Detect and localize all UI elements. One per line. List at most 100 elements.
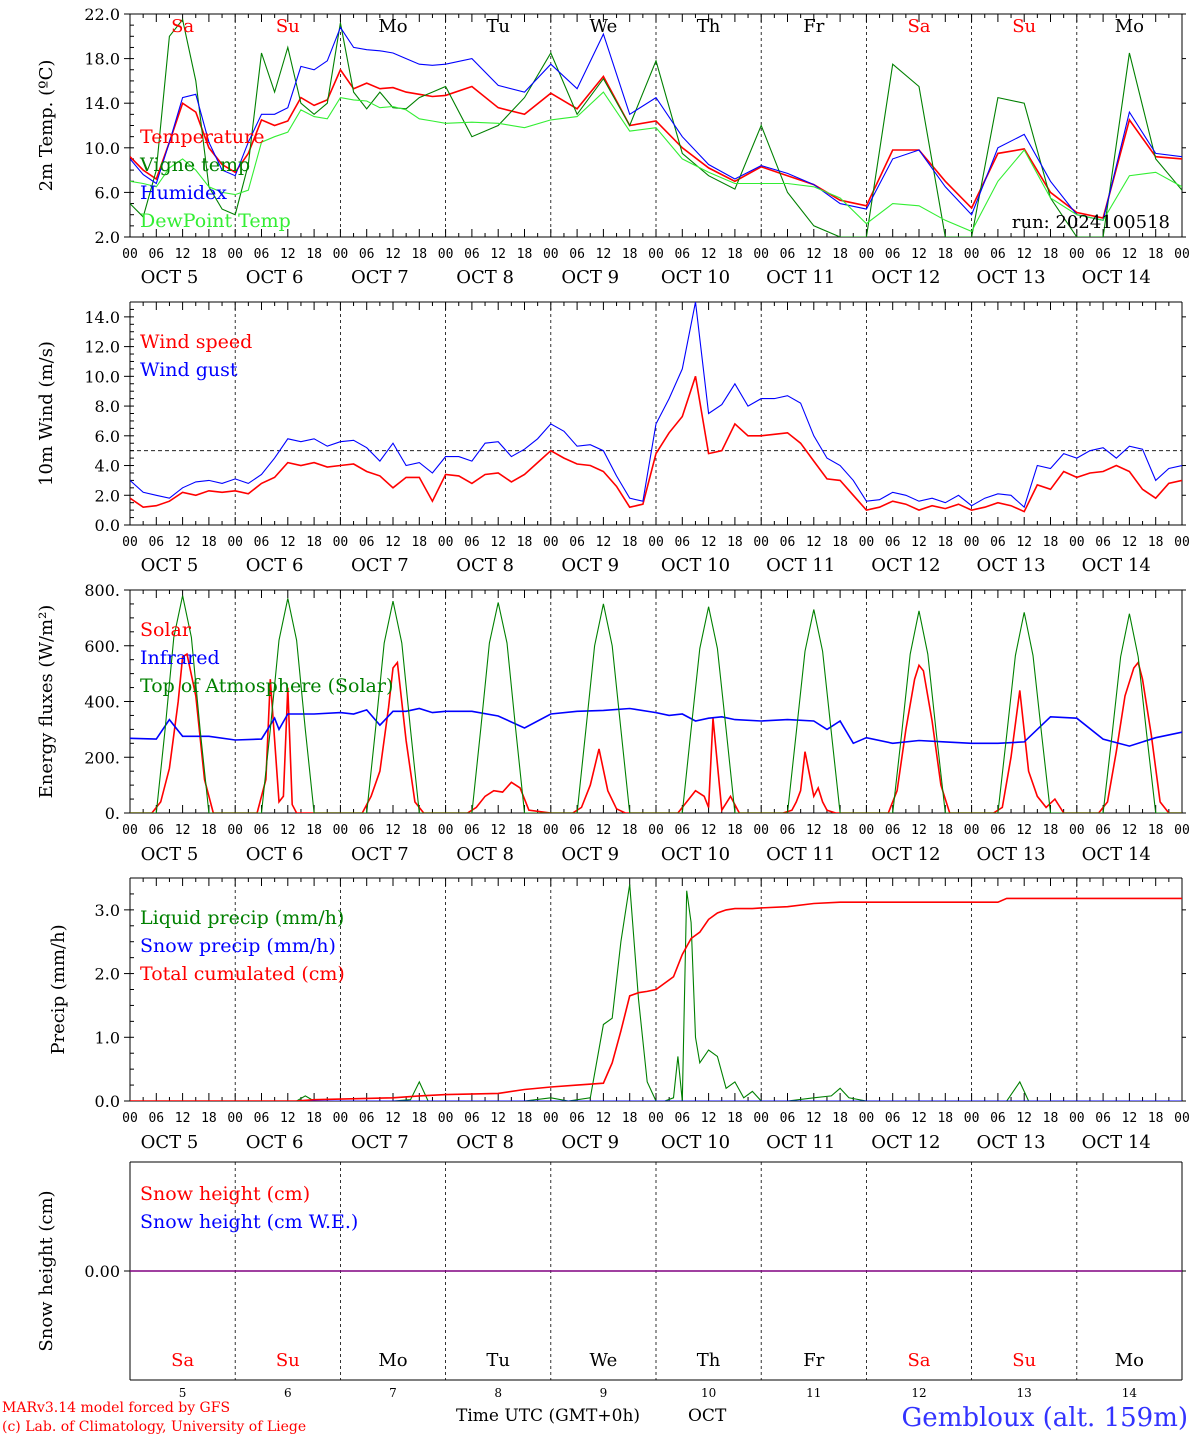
- y-tick-label: 2.0: [95, 228, 120, 247]
- date-label: OCT 7: [351, 844, 409, 865]
- x-tick-label: 12: [490, 535, 506, 550]
- weekday-label: Tu: [486, 1350, 510, 1371]
- x-tick-label: 18: [306, 823, 322, 838]
- x-tick-label: 00: [543, 535, 559, 550]
- x-tick-label: 12: [596, 823, 612, 838]
- date-label: OCT 13: [976, 267, 1045, 288]
- x-tick-label: 12: [596, 1111, 612, 1126]
- x-tick-label: 12: [385, 1111, 401, 1126]
- x-tick-label: 18: [727, 1111, 743, 1126]
- x-tick-label: 06: [254, 247, 270, 262]
- x-tick-label: 18: [1043, 535, 1059, 550]
- y-axis-title: 10m Wind (m/s): [36, 341, 57, 486]
- weekday-label: Fr: [803, 1350, 824, 1371]
- date-label: OCT 6: [246, 1132, 304, 1153]
- date-label: OCT 7: [351, 1132, 409, 1153]
- legend-entry: Infrared: [140, 647, 220, 669]
- x-tick-label: 06: [254, 535, 270, 550]
- legend-entry: Wind gust: [140, 359, 238, 381]
- series-line-4: [130, 91, 1182, 233]
- x-tick-label: 06: [254, 823, 270, 838]
- y-tick-label: 14.0: [84, 94, 120, 113]
- day-number-label: 11: [806, 1386, 821, 1400]
- x-tick-label: 18: [1043, 1111, 1059, 1126]
- weekday-label: Su: [1012, 16, 1036, 37]
- y-tick-label: 200.: [84, 748, 120, 767]
- y-tick-label: 22.0: [84, 5, 120, 24]
- date-label: OCT 13: [976, 555, 1045, 576]
- x-tick-label: 06: [569, 1111, 585, 1126]
- weekday-label: Fr: [803, 16, 824, 37]
- date-label: OCT 5: [141, 1132, 199, 1153]
- panel-4: [124, 877, 1186, 1102]
- y-tick-label: 10.0: [84, 139, 120, 158]
- x-tick-label: 12: [280, 247, 296, 262]
- x-tick-label: 06: [674, 247, 690, 262]
- credit-line-1: MARv3.14 model forced by GFS: [2, 1400, 231, 1416]
- x-tick-label: 12: [701, 247, 717, 262]
- x-tick-label: 18: [622, 247, 638, 262]
- y-tick-label: 14.0: [84, 308, 120, 327]
- x-tick-label: 00: [122, 823, 138, 838]
- day-number-label: 8: [494, 1386, 502, 1400]
- x-tick-label: 18: [411, 823, 427, 838]
- y-tick-label: 600.: [84, 637, 120, 656]
- x-tick-label: 18: [727, 535, 743, 550]
- x-tick-label: 18: [622, 1111, 638, 1126]
- x-tick-label: 12: [911, 535, 927, 550]
- x-tick-label: 18: [1148, 823, 1164, 838]
- y-tick-label: 6.0: [95, 427, 120, 446]
- x-tick-label: 06: [674, 1111, 690, 1126]
- x-tick-label: 00: [122, 1111, 138, 1126]
- legend-entry: Solar: [140, 619, 192, 641]
- x-tick-label: 18: [517, 1111, 533, 1126]
- weekday-label: We: [590, 1350, 618, 1371]
- day-number-label: 14: [1122, 1386, 1138, 1400]
- x-tick-label: 18: [727, 247, 743, 262]
- legend-entry: Snow precip (mm/h): [140, 935, 336, 957]
- x-tick-label: 00: [753, 1111, 769, 1126]
- x-tick-label: 00: [648, 535, 664, 550]
- x-tick-label: 06: [148, 247, 164, 262]
- legend-entry: Humidex: [140, 182, 227, 204]
- series-line-3: [130, 595, 1182, 813]
- x-tick-label: 18: [1148, 1111, 1164, 1126]
- y-axis-title: 2m Temp. (ºC): [36, 60, 57, 192]
- weekday-label: Su: [1012, 1350, 1036, 1371]
- x-tick-label: 06: [780, 823, 796, 838]
- x-tick-label: 00: [438, 535, 454, 550]
- y-tick-label: 12.0: [84, 338, 120, 357]
- weekday-label: Sa: [171, 16, 194, 37]
- x-tick-label: 12: [175, 247, 191, 262]
- x-tick-label: 18: [411, 1111, 427, 1126]
- legend-entry: Liquid precip (mm/h): [140, 907, 344, 929]
- date-label: OCT 14: [1082, 267, 1151, 288]
- x-tick-label: 18: [937, 535, 953, 550]
- x-tick-label: 00: [227, 823, 243, 838]
- x-tick-label: 00: [438, 1111, 454, 1126]
- x-tick-label: 06: [569, 535, 585, 550]
- x-tick-label: 18: [622, 823, 638, 838]
- x-tick-label: 00: [964, 535, 980, 550]
- date-label: OCT 7: [351, 267, 409, 288]
- legend-entry: Wind speed: [140, 331, 252, 353]
- legend-entry: Total cumulated (cm): [140, 963, 345, 985]
- date-label: OCT 5: [141, 844, 199, 865]
- x-tick-label: 00: [438, 247, 454, 262]
- x-tick-label: 12: [280, 823, 296, 838]
- x-tick-label: 00: [859, 823, 875, 838]
- x-tick-label: 12: [806, 535, 822, 550]
- x-tick-label: 12: [490, 247, 506, 262]
- x-tick-label: 18: [517, 535, 533, 550]
- weekday-label: We: [590, 16, 618, 37]
- y-axis-title: Snow height (cm): [36, 1190, 57, 1351]
- x-tick-label: 00: [1174, 1111, 1190, 1126]
- date-label: OCT 10: [661, 267, 730, 288]
- x-tick-label: 00: [543, 247, 559, 262]
- x-tick-label: 06: [885, 535, 901, 550]
- y-tick-label: 8.0: [95, 397, 120, 416]
- x-tick-label: 00: [543, 1111, 559, 1126]
- date-label: OCT 5: [141, 267, 199, 288]
- x-tick-label: 12: [806, 823, 822, 838]
